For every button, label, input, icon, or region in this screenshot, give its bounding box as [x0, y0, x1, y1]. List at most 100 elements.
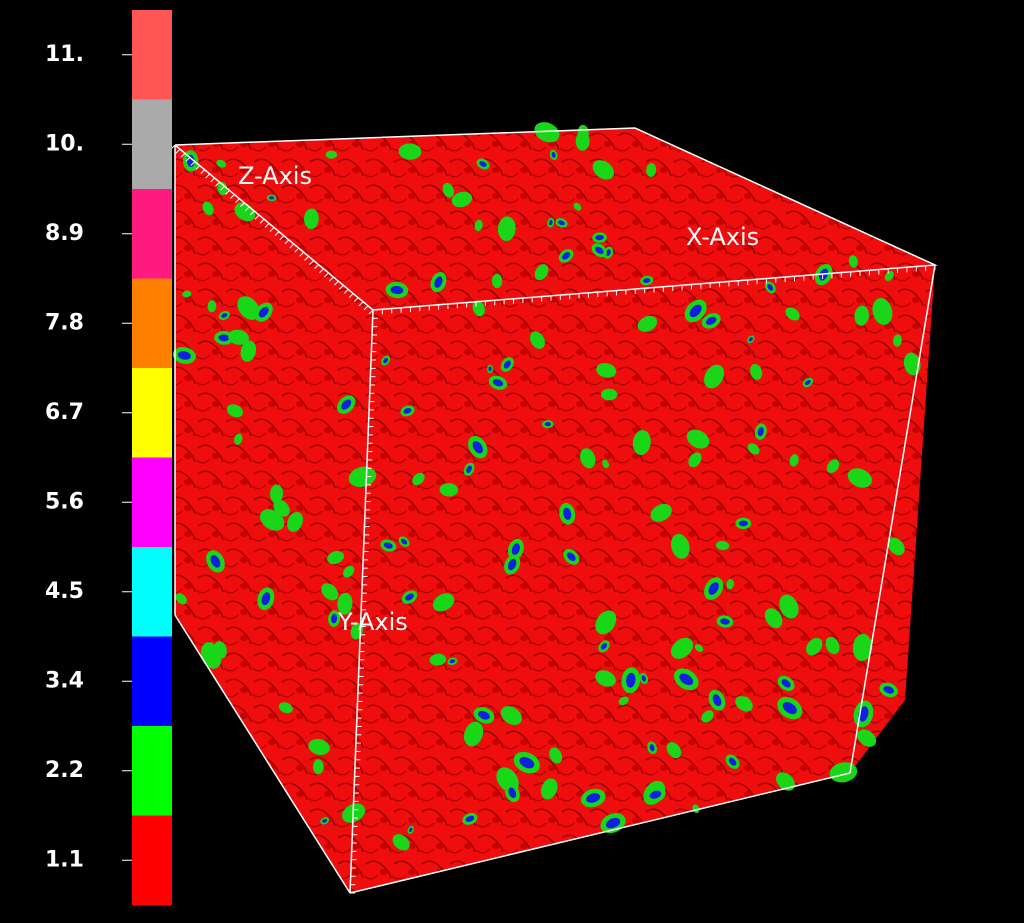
feature-inner	[341, 399, 352, 410]
legend-swatch	[132, 636, 172, 727]
feature-inner	[508, 787, 517, 799]
feature-inner	[558, 220, 566, 226]
feature-outer	[903, 352, 921, 376]
feature-inner	[562, 252, 571, 260]
legend-swatch	[132, 726, 172, 816]
legend-swatch	[132, 368, 172, 458]
feature-outer	[337, 592, 353, 614]
feature-outer	[303, 208, 319, 230]
tick-mark	[363, 305, 369, 311]
tick-mark	[319, 268, 324, 274]
feature-outer	[716, 540, 730, 551]
feature-inner	[403, 408, 412, 414]
feature-outer	[398, 143, 422, 160]
feature-outer	[688, 452, 702, 468]
feature-outer	[747, 443, 760, 455]
feature-outer	[852, 633, 873, 662]
legend-label: 4.5	[45, 579, 84, 604]
tick-mark	[249, 210, 255, 216]
feature-outer	[200, 642, 222, 669]
feature-inner	[649, 790, 662, 799]
feature-outer	[694, 644, 704, 652]
feature-outer	[789, 454, 799, 467]
legend-label: 1.1	[45, 847, 84, 872]
feature-inner	[712, 694, 722, 707]
feature-inner	[782, 702, 797, 715]
tick-mark	[244, 206, 250, 212]
tick-mark	[259, 218, 265, 224]
tick-mark	[200, 169, 206, 175]
feature-outer	[704, 364, 725, 389]
feature-outer	[806, 637, 823, 656]
feature-inner	[405, 593, 414, 601]
axis-ticks	[170, 144, 936, 894]
tick-mark	[368, 309, 374, 315]
feature-outer	[240, 340, 257, 362]
feature-inner	[511, 543, 520, 556]
feature-inner	[549, 219, 553, 226]
legend-label: 6.7	[45, 400, 84, 425]
feature-inner	[383, 357, 389, 364]
legend-label: 3.4	[45, 668, 84, 693]
feature-outer	[887, 537, 905, 556]
feature-inner	[883, 686, 894, 694]
feature-outer	[776, 772, 795, 791]
feature-inner	[177, 351, 191, 360]
legend-swatch	[132, 189, 172, 279]
feature-outer	[750, 363, 763, 380]
feature-inner	[641, 675, 647, 682]
feature-outer	[439, 483, 459, 497]
feature-outer	[451, 191, 473, 208]
color-legend: 11. 10. 8.9 7.8 6.7 5.6 4.5 3.4 2.2 1.1	[45, 10, 172, 906]
feature-outer	[175, 593, 187, 605]
feature-outer	[216, 159, 227, 168]
feature-outer	[764, 608, 783, 629]
tick-mark	[309, 260, 314, 265]
tick-mark	[274, 231, 280, 236]
feature-outer	[442, 182, 455, 198]
tick-mark	[329, 276, 334, 282]
feature-inner	[605, 817, 621, 829]
feature-inner	[626, 672, 636, 688]
feature-inner	[507, 558, 517, 571]
feature-outer	[670, 533, 690, 559]
tick-mark	[175, 148, 181, 154]
legend-label: 7.8	[45, 310, 84, 335]
tick-mark	[289, 243, 295, 249]
feature-inner	[595, 246, 604, 254]
feature-outer	[474, 219, 483, 232]
tick-mark	[185, 157, 191, 162]
feature-outer	[269, 484, 284, 503]
feature-outer	[497, 216, 516, 242]
feature-inner	[478, 710, 490, 720]
feature-inner	[566, 552, 576, 562]
box-edge	[174, 614, 351, 894]
tick-mark	[190, 161, 196, 166]
feature-outer	[259, 509, 285, 531]
feature-outer	[726, 578, 734, 590]
tick-mark	[269, 227, 275, 232]
legend-swatch	[132, 10, 172, 100]
feature-inner	[679, 673, 694, 686]
feature-outer	[234, 433, 243, 445]
feature-outer	[278, 702, 293, 714]
feature-inner	[757, 426, 764, 437]
feature-inner	[465, 815, 475, 822]
feature-outer	[327, 550, 345, 565]
tick-mark	[239, 202, 245, 208]
legend-label: 10.	[45, 131, 84, 156]
tick-mark	[304, 256, 310, 261]
feature-outer	[491, 273, 503, 289]
feature-outer	[666, 742, 682, 759]
feature-outer	[534, 264, 549, 281]
feature-inner	[268, 196, 275, 200]
feature-outer	[847, 468, 872, 488]
feature-inner	[519, 757, 535, 769]
feature-inner	[492, 379, 504, 387]
feature-outer	[595, 610, 617, 635]
tick-mark	[234, 198, 240, 203]
feature-outer	[308, 738, 330, 756]
feature-outer	[412, 472, 425, 486]
feature-outer	[646, 163, 657, 178]
feature-inner	[472, 440, 483, 454]
